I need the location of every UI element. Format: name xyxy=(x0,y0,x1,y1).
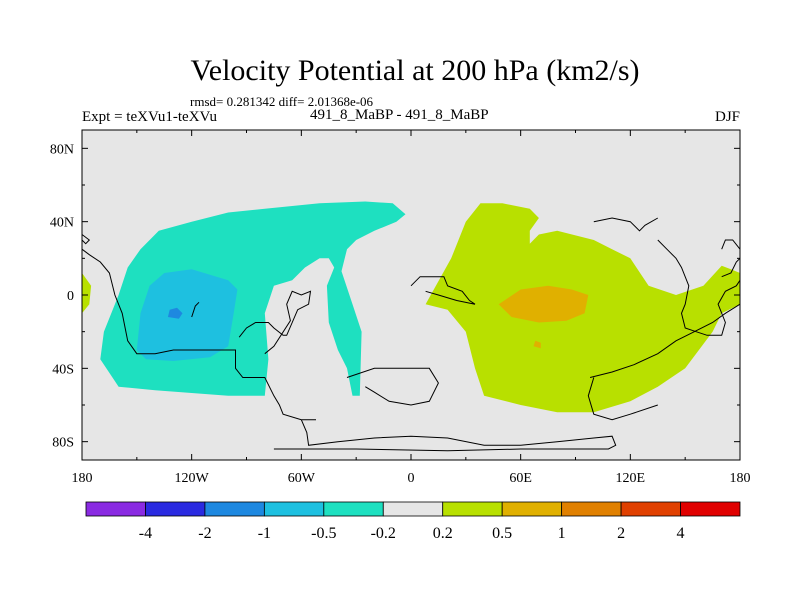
field-positive-anomaly-spot xyxy=(533,340,541,349)
colorbar-swatch xyxy=(204,501,265,517)
colorbar-swatch xyxy=(263,501,325,517)
land-contour xyxy=(191,301,200,318)
colorbar-label: 0.2 xyxy=(433,525,453,542)
colorbar-swatch xyxy=(680,501,741,517)
colorbar-swatch xyxy=(85,501,146,517)
field-negative-anomaly-core xyxy=(167,307,183,319)
land-contour xyxy=(593,217,659,232)
y-tick-label: 80N xyxy=(50,142,74,157)
x-tick-label: 60W xyxy=(288,471,316,486)
land-contour xyxy=(587,377,658,421)
x-tick-label: 180 xyxy=(730,471,751,486)
land-contour xyxy=(273,419,617,452)
contour-fields xyxy=(82,201,740,413)
x-tick-label: 60E xyxy=(509,471,532,486)
y-axis-ticks: 80N 40N 0 40S 80S xyxy=(50,142,740,451)
colorbar-swatch xyxy=(145,501,206,517)
land-contour xyxy=(81,234,91,245)
season-label: DJF xyxy=(714,109,740,125)
colorbar-label: -4 xyxy=(139,525,152,542)
chart-title: Velocity Potential at 200 hPa (km2/s) xyxy=(190,54,640,87)
experiment-label: Expt = teXVu1-teXVu xyxy=(82,109,217,125)
x-tick-label: 120W xyxy=(175,471,210,486)
y-tick-label: 40S xyxy=(52,362,74,377)
land-contour xyxy=(721,239,741,250)
field-negative-anomaly-inner xyxy=(136,269,238,361)
land-contour xyxy=(657,239,741,336)
land-contour xyxy=(81,248,316,421)
field-west-edge-patch xyxy=(82,273,92,314)
colorbar-label: 0.5 xyxy=(492,525,512,542)
colorbar-swatch xyxy=(323,501,384,517)
colorbar-swatch xyxy=(561,501,622,517)
colorbar-label: -0.2 xyxy=(371,525,396,542)
x-tick-label: 180 xyxy=(72,471,93,486)
case-label: 491_8_MaBP - 491_8_MaBP xyxy=(310,107,489,123)
y-tick-label: 0 xyxy=(67,289,74,304)
colorbar: -4 -2 -1 -0.5 -0.2 0.2 0.5 1 2 4 xyxy=(85,501,741,542)
colorbar-label: -0.5 xyxy=(311,525,336,542)
land-contour xyxy=(238,290,312,355)
colorbar-label: 4 xyxy=(677,525,685,542)
stats-line: rmsd= 0.281342 diff= 2.01368e-06 xyxy=(190,94,374,109)
colorbar-label: 2 xyxy=(617,525,625,542)
y-tick-label: 80S xyxy=(52,436,74,451)
colorbar-swatch xyxy=(501,501,563,517)
colorbar-swatch xyxy=(442,501,503,517)
x-tick-label: 120E xyxy=(616,471,646,486)
colorbar-label: -2 xyxy=(198,525,211,542)
colorbar-label: -1 xyxy=(258,525,271,542)
colorbar-label: 1 xyxy=(558,525,566,542)
field-positive-anomaly-inner xyxy=(498,285,589,323)
land-contour xyxy=(346,367,439,406)
y-tick-label: 40N xyxy=(50,216,74,231)
land-contour xyxy=(589,303,741,378)
land-contour xyxy=(410,276,476,305)
land-contour xyxy=(721,257,741,278)
colorbar-swatch xyxy=(382,501,444,517)
x-tick-label: 0 xyxy=(408,471,415,486)
colorbar-swatch xyxy=(620,501,681,517)
land-contours xyxy=(81,217,741,452)
x-axis-ticks: 180 120W 60W 0 60E 120E 180 xyxy=(72,130,751,486)
